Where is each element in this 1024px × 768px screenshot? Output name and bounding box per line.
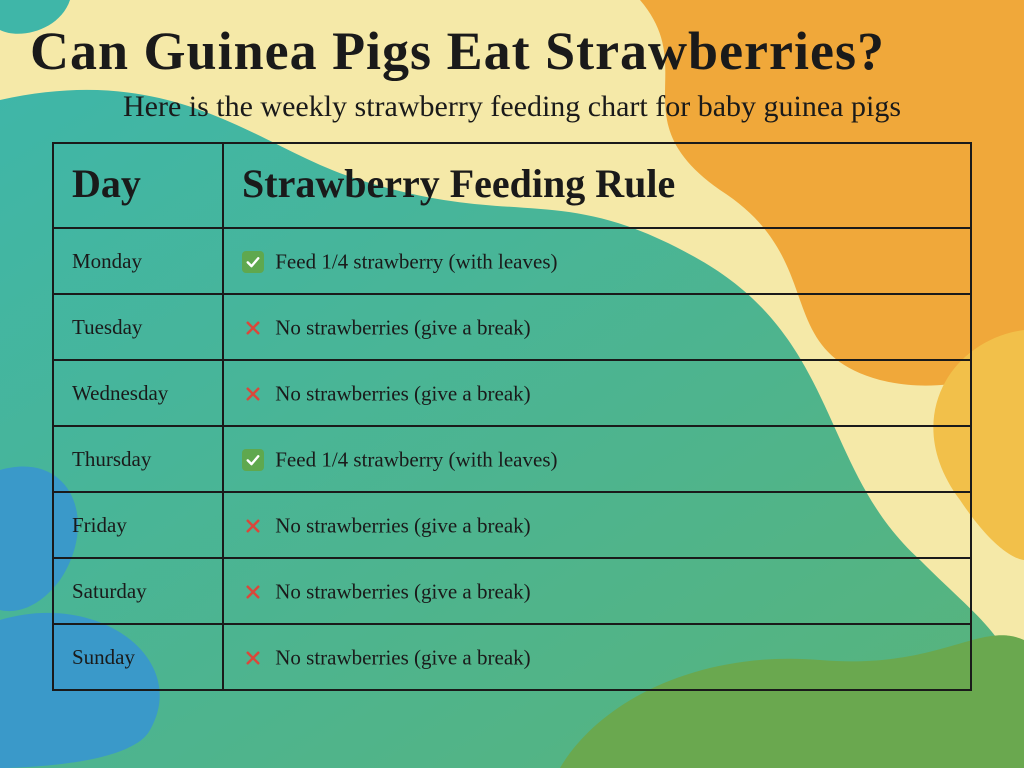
cross-icon bbox=[242, 383, 264, 405]
table-row: Tuesday No strawberries (give a break) bbox=[53, 294, 971, 360]
cell-day: Saturday bbox=[53, 558, 223, 624]
page-title: Can Guinea Pigs Eat Strawberries? bbox=[30, 20, 994, 82]
table-row: Saturday No strawberries (give a break) bbox=[53, 558, 971, 624]
cell-day: Sunday bbox=[53, 624, 223, 690]
rule-text: No strawberries (give a break) bbox=[275, 645, 530, 669]
rule-text: No strawberries (give a break) bbox=[275, 315, 530, 339]
rule-text: No strawberries (give a break) bbox=[275, 579, 530, 603]
cell-rule: No strawberries (give a break) bbox=[223, 558, 971, 624]
check-icon bbox=[242, 449, 264, 471]
col-header-day: Day bbox=[53, 143, 223, 228]
col-header-rule: Strawberry Feeding Rule bbox=[223, 143, 971, 228]
cross-icon bbox=[242, 317, 264, 339]
table-row: Sunday No strawberries (give a break) bbox=[53, 624, 971, 690]
feeding-table: Day Strawberry Feeding Rule Monday Feed … bbox=[52, 142, 972, 691]
table-row: Monday Feed 1/4 strawberry (with leaves) bbox=[53, 228, 971, 294]
table-row: Thursday Feed 1/4 strawberry (with leave… bbox=[53, 426, 971, 492]
cell-rule: No strawberries (give a break) bbox=[223, 294, 971, 360]
table-row: Wednesday No strawberries (give a break) bbox=[53, 360, 971, 426]
cell-day: Tuesday bbox=[53, 294, 223, 360]
cell-day: Thursday bbox=[53, 426, 223, 492]
cell-day: Wednesday bbox=[53, 360, 223, 426]
cross-icon bbox=[242, 647, 264, 669]
rule-text: Feed 1/4 strawberry (with leaves) bbox=[275, 447, 557, 471]
table-row: Friday No strawberries (give a break) bbox=[53, 492, 971, 558]
rule-text: Feed 1/4 strawberry (with leaves) bbox=[275, 249, 557, 273]
page-subtitle: Here is the weekly strawberry feeding ch… bbox=[30, 90, 994, 124]
cell-rule: No strawberries (give a break) bbox=[223, 624, 971, 690]
cell-rule: Feed 1/4 strawberry (with leaves) bbox=[223, 426, 971, 492]
cross-icon bbox=[242, 515, 264, 537]
table-header-row: Day Strawberry Feeding Rule bbox=[53, 143, 971, 228]
cross-icon bbox=[242, 581, 264, 603]
rule-text: No strawberries (give a break) bbox=[275, 513, 530, 537]
rule-text: No strawberries (give a break) bbox=[275, 381, 530, 405]
cell-day: Monday bbox=[53, 228, 223, 294]
check-icon bbox=[242, 251, 264, 273]
cell-rule: No strawberries (give a break) bbox=[223, 360, 971, 426]
cell-rule: Feed 1/4 strawberry (with leaves) bbox=[223, 228, 971, 294]
cell-rule: No strawberries (give a break) bbox=[223, 492, 971, 558]
cell-day: Friday bbox=[53, 492, 223, 558]
